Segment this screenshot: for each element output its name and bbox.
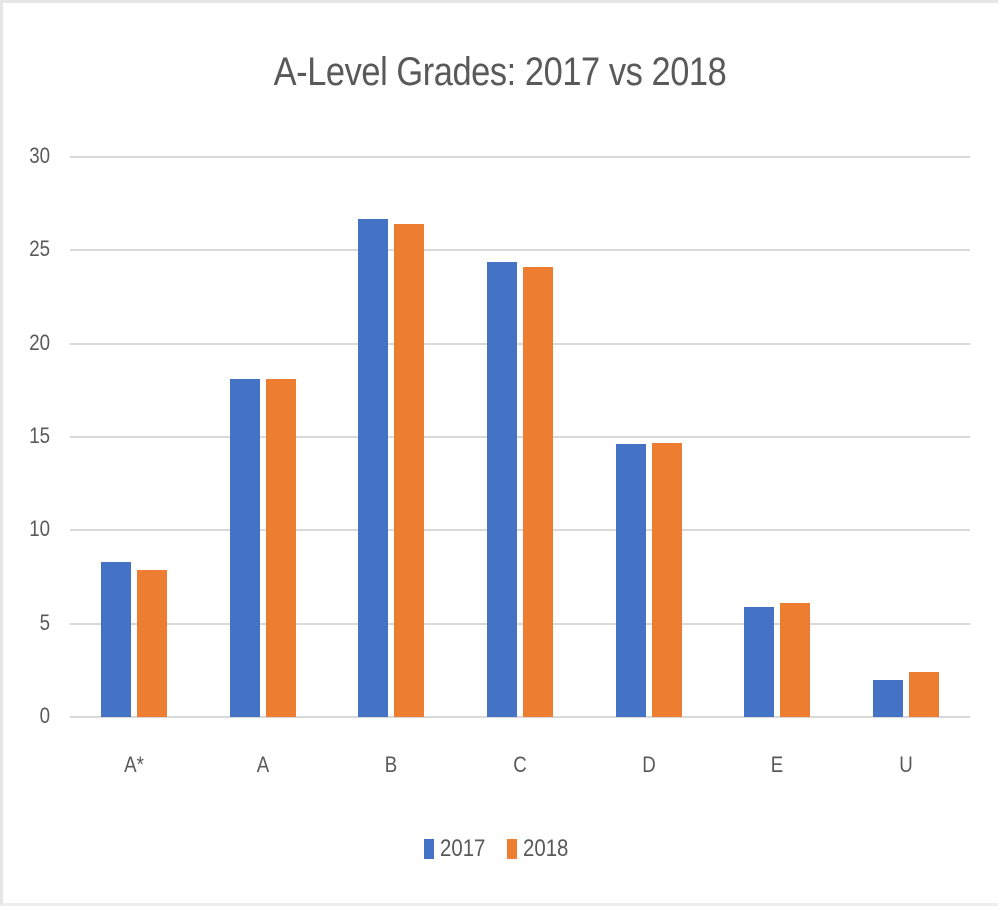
gridline bbox=[70, 249, 970, 252]
y-tick-label: 25 bbox=[29, 236, 50, 262]
gridline bbox=[70, 529, 970, 532]
chart-title: A-Level Grades: 2017 vs 2018 bbox=[273, 50, 727, 94]
bar-2017-A bbox=[229, 379, 260, 717]
bar-2017-D bbox=[615, 444, 646, 717]
y-tick-label: 20 bbox=[29, 329, 50, 355]
bar-2017-B bbox=[358, 218, 389, 717]
bar-2018-D bbox=[651, 442, 682, 717]
plot-area bbox=[70, 156, 970, 718]
bar-2017-C bbox=[487, 261, 517, 717]
legend-swatch-2017 bbox=[423, 839, 434, 859]
x-tick-label: B bbox=[385, 752, 398, 777]
gridline bbox=[70, 436, 970, 438]
x-tick-label: A* bbox=[124, 752, 145, 777]
y-tick-label: 5 bbox=[39, 609, 50, 635]
gridline bbox=[70, 716, 970, 718]
legend-item-2017: 2017 bbox=[423, 835, 493, 863]
y-tick-label: 0 bbox=[39, 703, 50, 728]
bar-2018-A* bbox=[137, 569, 168, 717]
gridline bbox=[70, 622, 970, 625]
x-tick-label: E bbox=[770, 752, 784, 777]
x-tick-label: A bbox=[256, 752, 270, 777]
legend-label-2018: 2018 bbox=[523, 835, 569, 862]
bar-2018-C bbox=[523, 267, 553, 717]
x-tick-label: C bbox=[513, 752, 527, 777]
legend-item-2018: 2018 bbox=[507, 835, 576, 863]
y-tick-label: 30 bbox=[29, 143, 50, 168]
bar-2017-E bbox=[744, 606, 775, 717]
x-tick-label: D bbox=[641, 752, 656, 777]
y-tick-label: 10 bbox=[29, 516, 50, 542]
y-tick-label: 15 bbox=[29, 423, 50, 448]
bar-2018-U bbox=[908, 672, 939, 717]
bar-2017-U bbox=[872, 679, 903, 717]
bar-2018-A bbox=[265, 379, 296, 717]
legend-label-2017: 2017 bbox=[439, 835, 485, 862]
gridline bbox=[70, 342, 970, 345]
gridline bbox=[70, 156, 970, 158]
legend: 2017 2018 bbox=[0, 835, 1000, 863]
bar-2018-B bbox=[394, 224, 425, 717]
bar-2018-E bbox=[780, 603, 811, 717]
legend-swatch-2018 bbox=[507, 839, 517, 859]
bar-2017-A* bbox=[101, 562, 132, 717]
x-tick-label: U bbox=[898, 752, 913, 777]
